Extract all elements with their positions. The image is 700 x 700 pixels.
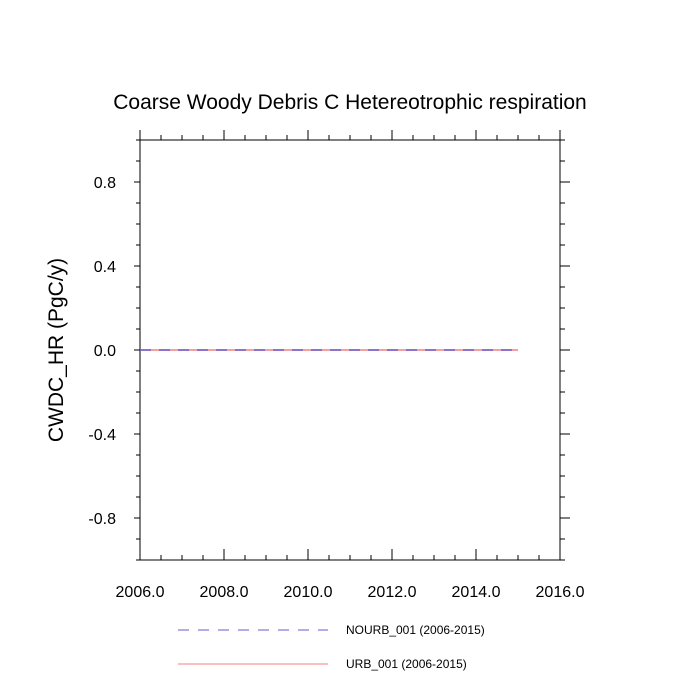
y-tick-label: -0.8	[88, 511, 116, 528]
y-tick-label: 0.8	[94, 175, 116, 192]
chart-title: Coarse Woody Debris C Hetereotrophic res…	[113, 91, 586, 114]
y-tick-label: 0.4	[94, 259, 116, 276]
y-tick-label: 0.0	[94, 343, 116, 360]
y-tick-label: -0.4	[88, 427, 116, 444]
x-tick-label: 2010.0	[284, 584, 333, 601]
legend: NOURB_001 (2006-2015) URB_001 (2006-2015)	[178, 623, 485, 671]
legend-label-1: NOURB_001 (2006-2015)	[346, 623, 485, 637]
y-axis-label: CWDC_HR (PgC/y)	[45, 258, 68, 442]
axis-tick-labels: 2006.0 2008.0 2010.0 2012.0 2014.0 2016.0 0.8 0…	[88, 175, 584, 601]
axis-ticks	[134, 130, 570, 561]
x-tick-label: 2014.0	[452, 584, 501, 601]
x-tick-label: 2012.0	[368, 584, 417, 601]
x-tick-label: 2006.0	[116, 584, 165, 601]
x-tick-label: 2008.0	[200, 584, 249, 601]
x-tick-label: 2016.0	[536, 584, 585, 601]
legend-label-2: URB_001 (2006-2015)	[346, 657, 467, 671]
